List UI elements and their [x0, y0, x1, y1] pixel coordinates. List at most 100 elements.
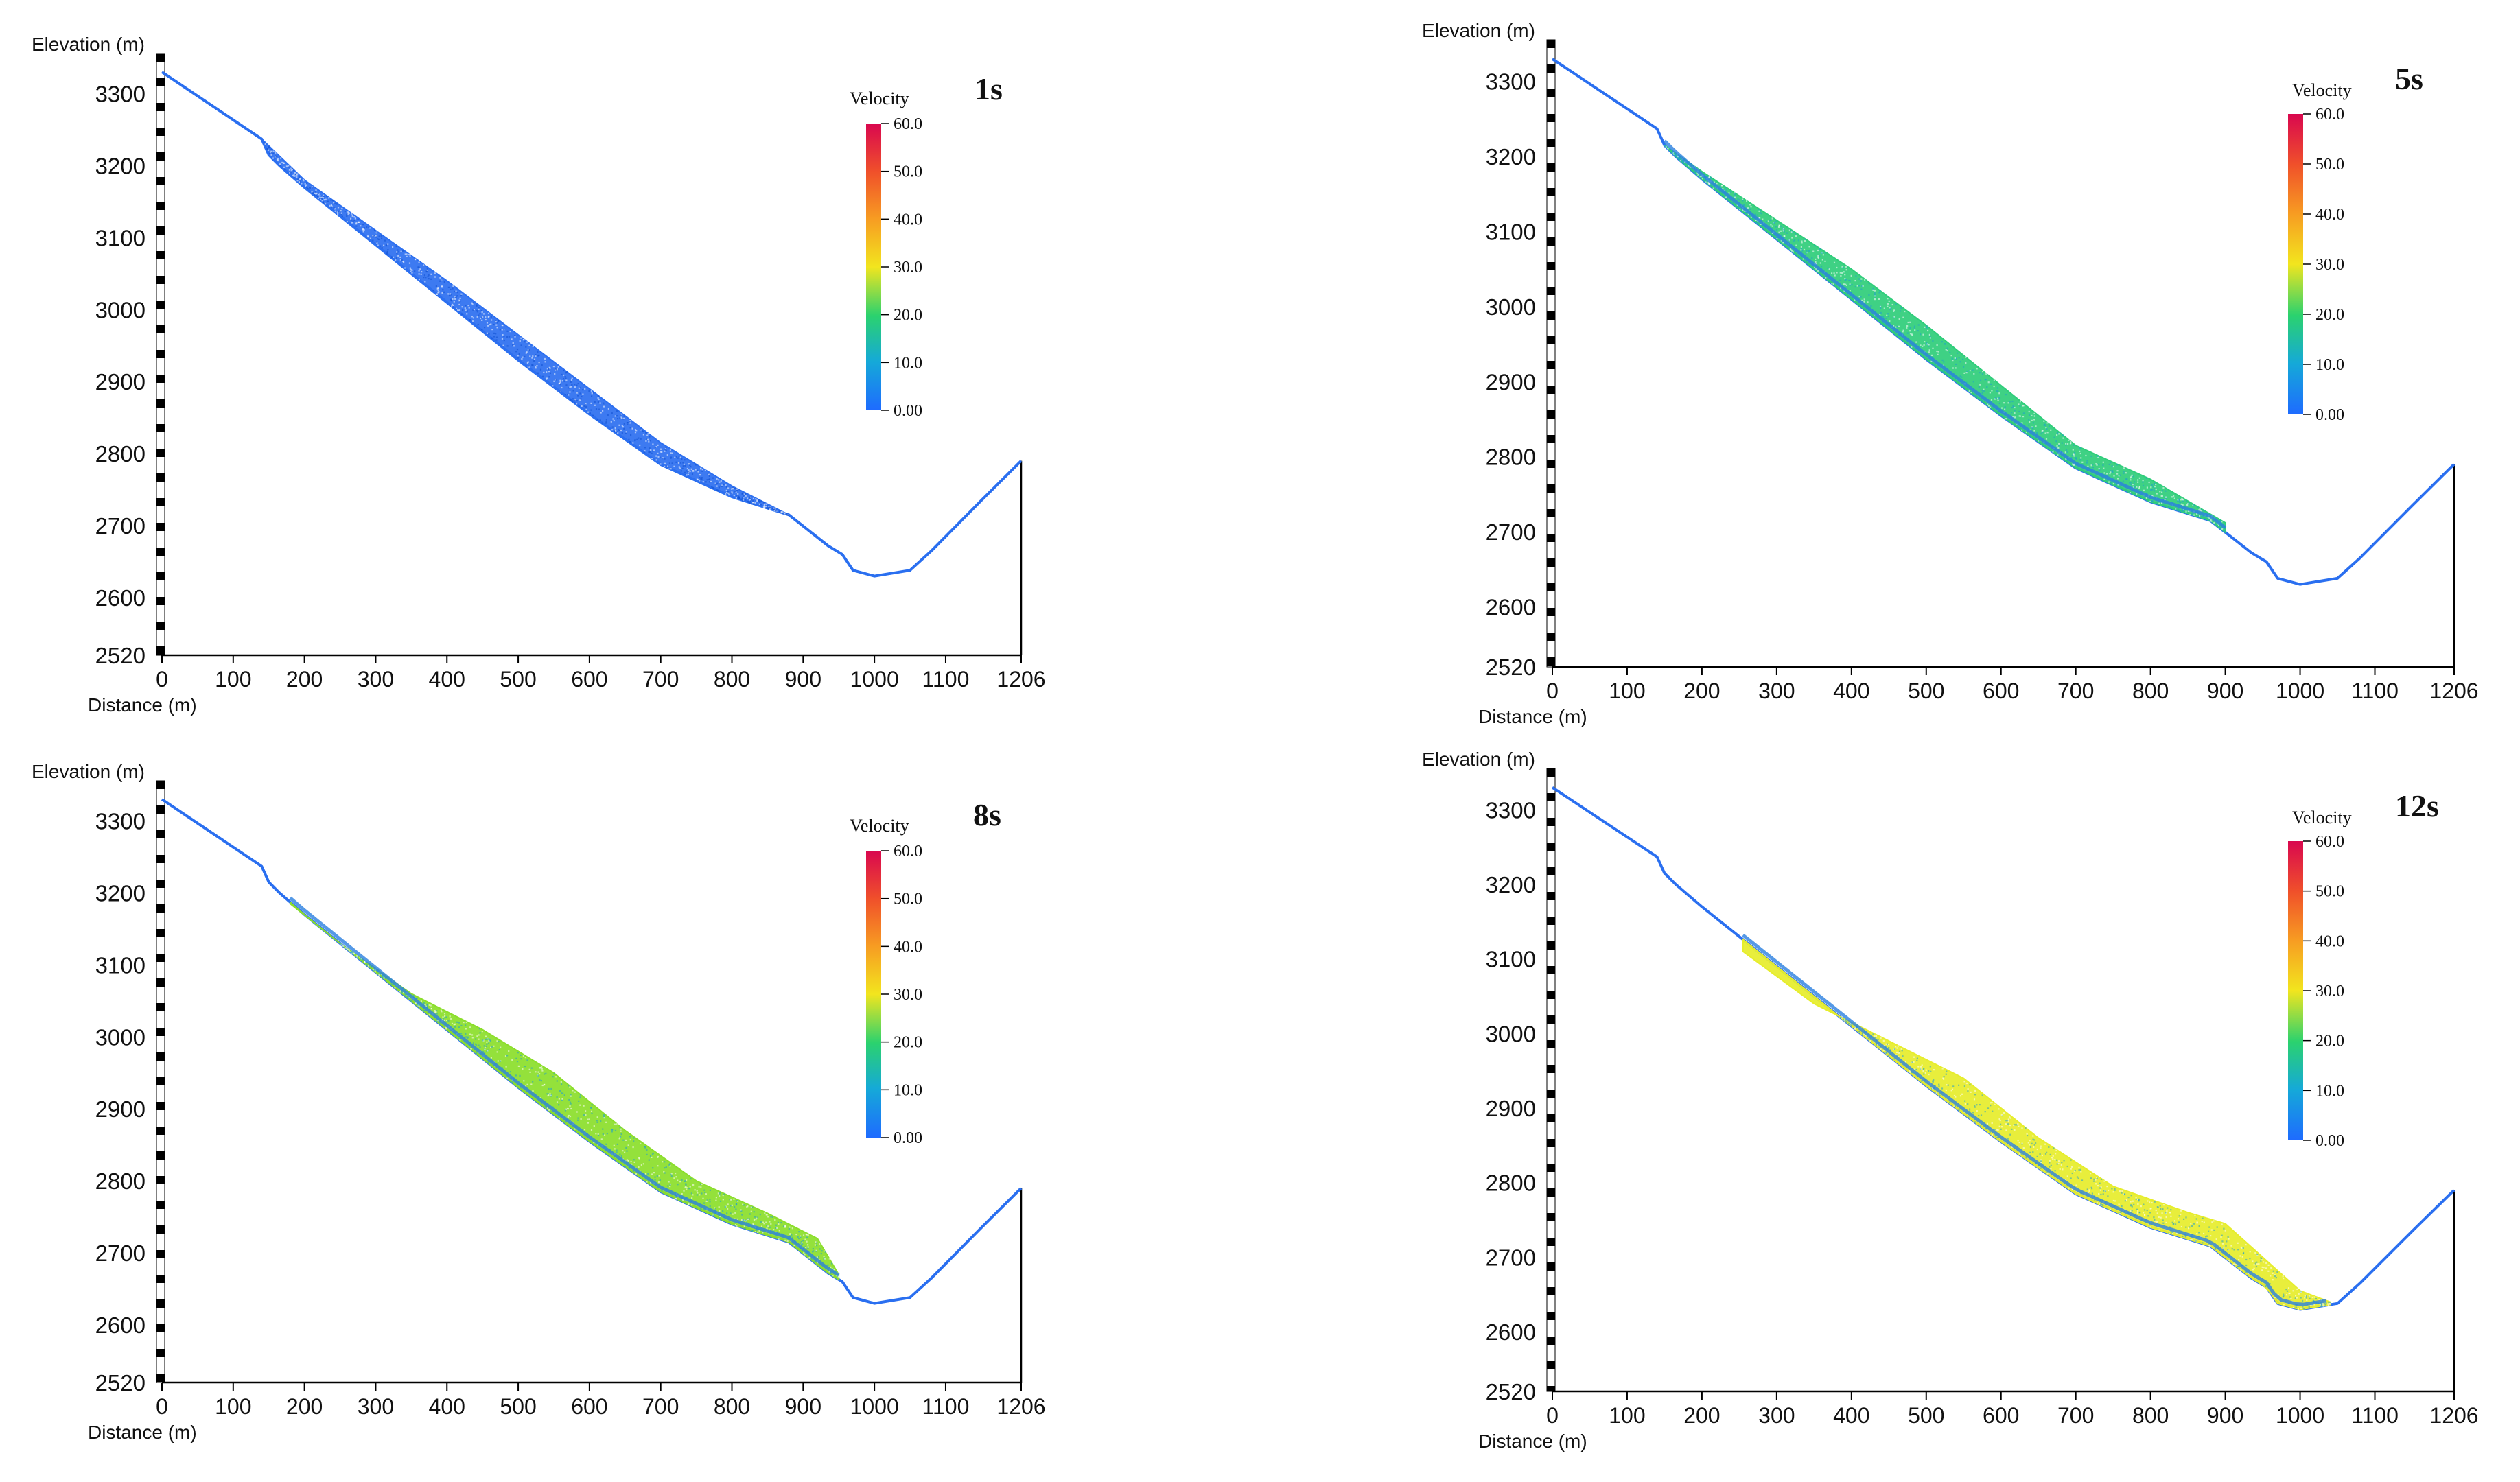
x-tick-label: 1000 [850, 667, 899, 692]
debris-particle [1936, 350, 1938, 353]
debris-particle [484, 1048, 486, 1050]
debris-particle [290, 169, 292, 172]
debris-particle [2300, 1297, 2302, 1299]
debris-particle [1929, 337, 1931, 339]
debris-particle [2185, 510, 2187, 513]
debris-particle [2190, 1223, 2192, 1225]
debris-particle [2049, 1153, 2051, 1155]
debris-particle [1982, 370, 1984, 373]
debris-particle [1683, 161, 1685, 163]
debris-particle [657, 452, 659, 454]
debris-particle [2185, 1216, 2187, 1219]
debris-particle [629, 441, 631, 443]
debris-particle [1863, 298, 1865, 301]
debris-particle [765, 1221, 767, 1223]
debris-particle [2103, 472, 2105, 474]
debris-particle [578, 405, 580, 407]
debris-particle [1887, 303, 1889, 305]
debris-particle [2147, 1215, 2149, 1217]
debris-particle [437, 287, 439, 289]
debris-particle [778, 1223, 780, 1225]
debris-particle [489, 1040, 491, 1042]
debris-particle [340, 213, 342, 215]
debris-particle [1925, 325, 1928, 327]
debris-particle [1947, 1084, 1949, 1086]
debris-particle [806, 1236, 808, 1238]
debris-particle [2274, 1274, 2276, 1276]
debris-particle [369, 227, 371, 229]
debris-particle [778, 1230, 780, 1232]
debris-particle [1842, 267, 1844, 269]
debris-particle [2285, 1294, 2288, 1296]
debris-particle [1697, 174, 1699, 176]
debris-particle [750, 1210, 752, 1212]
debris-particle [1848, 1022, 1850, 1024]
debris-particle [2046, 432, 2049, 434]
debris-particle [816, 1256, 818, 1258]
debris-particle [670, 1173, 672, 1175]
y-axis-dash [156, 1052, 165, 1061]
debris-particle [511, 1081, 513, 1083]
debris-particle [330, 199, 332, 201]
debris-particle [1935, 1092, 1938, 1094]
debris-particle [1996, 390, 1998, 392]
debris-particle [583, 405, 585, 408]
debris-particle [2102, 1204, 2104, 1206]
debris-particle [2270, 1275, 2272, 1277]
debris-particle [339, 211, 341, 213]
debris-particle [1671, 152, 1673, 154]
colorbar-tick-label: 0.00 [894, 402, 922, 420]
debris-particle [340, 943, 342, 945]
debris-particle [490, 1046, 492, 1048]
debris-particle [1985, 1128, 1987, 1130]
debris-particle [627, 422, 629, 424]
debris-particle [1913, 1056, 1915, 1058]
debris-particle [577, 1117, 579, 1119]
debris-particle [688, 1188, 690, 1190]
debris-particle [464, 307, 466, 309]
debris-particle [1965, 356, 1967, 358]
debris-particle [2130, 477, 2132, 479]
debris-particle [1958, 1084, 1960, 1086]
debris-particle [616, 1143, 618, 1145]
debris-particle [577, 395, 579, 397]
debris-particle [812, 1251, 814, 1253]
debris-particle [1822, 254, 1824, 256]
colorbar-tick-label: 30.0 [2315, 983, 2344, 1000]
debris-particle [2051, 450, 2053, 452]
debris-particle [1791, 250, 1793, 252]
debris-particle [699, 480, 701, 482]
debris-particle [2188, 1227, 2190, 1230]
y-axis-dash [1547, 237, 1555, 246]
debris-particle [2265, 1267, 2267, 1269]
debris-particle [2065, 444, 2067, 446]
debris-particle [442, 289, 444, 291]
debris-particle [2180, 499, 2182, 501]
debris-particle [509, 1071, 511, 1073]
colorbar-tick-label: 10.0 [2315, 356, 2344, 374]
debris-particle [497, 1060, 499, 1062]
debris-particle [756, 1229, 758, 1231]
y-axis-dash [156, 1102, 165, 1110]
colorbar-tick-label: 50.0 [894, 891, 922, 908]
debris-particle [1927, 329, 1929, 332]
debris-particle [1990, 1102, 1992, 1104]
debris-particle [277, 159, 279, 161]
debris-particle [380, 235, 382, 237]
debris-particle [2101, 1204, 2103, 1206]
debris-particle [1842, 1018, 1845, 1020]
debris-particle [2162, 1208, 2164, 1210]
debris-particle [784, 513, 786, 515]
debris-particle [2028, 410, 2030, 413]
debris-particle [449, 294, 451, 297]
debris-particle [2245, 1258, 2248, 1261]
debris-particle [2196, 506, 2199, 508]
debris-particle [1985, 373, 1987, 375]
debris-particle [1895, 326, 1897, 328]
debris-particle [592, 414, 594, 416]
debris-particle [2081, 461, 2084, 463]
y-axis-dash [1547, 867, 1555, 875]
debris-particle [2086, 460, 2088, 462]
debris-particle [2100, 1193, 2102, 1196]
debris-particle [511, 338, 513, 340]
